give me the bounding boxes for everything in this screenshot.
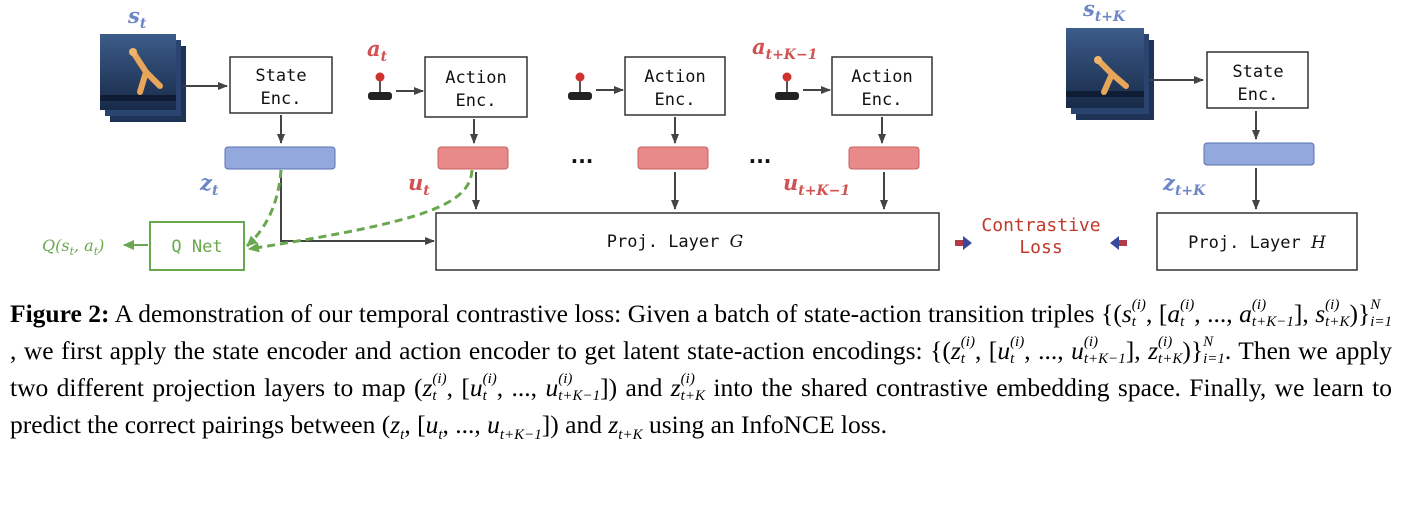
q-net-box: Q Net	[149, 221, 245, 271]
caption-part-7: using an InfoNCE loss.	[642, 410, 887, 440]
latent-u-2-bar	[637, 146, 709, 170]
projection-layer-g-box: Proj. Layer G	[435, 212, 940, 271]
svg-text:State: State	[255, 66, 306, 86]
u-tK1-label: ut+K−1	[783, 170, 850, 199]
q-output-label: Q(st, at)	[42, 236, 104, 258]
svg-text:Enc.: Enc.	[655, 90, 696, 110]
caption-part-2: , we first apply the state encoder and a…	[10, 336, 923, 366]
action-tK1-label: at+K−1	[752, 34, 817, 63]
caption-part-6: and	[558, 410, 609, 440]
caption-part-5: into the shared contrastive embedding sp…	[10, 373, 1393, 440]
caption-math-z-tk: zt+K	[608, 410, 643, 444]
caption-math-pair: (z (i) t, [u (i) t, ..., u (i) t+K−1])	[413, 371, 618, 405]
state-encoder-box: State Enc.	[229, 56, 333, 114]
state-encoder-box-right: State Enc.	[1206, 51, 1309, 109]
latent-z-tK-bar	[1203, 142, 1315, 166]
svg-text:Contrastive: Contrastive	[981, 215, 1100, 236]
svg-text:Action: Action	[445, 68, 506, 88]
svg-text:Proj. Layer G: Proj. Layer G	[607, 232, 743, 252]
state-image-stack-icon	[1066, 28, 1154, 120]
svg-text:Enc.: Enc.	[862, 90, 903, 110]
action-encoder-box-3: Action Enc.	[831, 56, 933, 116]
figure-label: Figure 2:	[10, 299, 110, 328]
joystick-icon	[775, 72, 799, 100]
figure-caption: Figure 2: A demonstration of our tempora…	[10, 296, 1392, 444]
z-t-label: zt	[199, 170, 219, 199]
caption-part-1: A demonstration of our temporal contrast…	[109, 299, 1095, 328]
svg-text:Enc.: Enc.	[261, 89, 302, 109]
caption-math-triples: {(s (i) t, [a (i) t, ..., a (i) t+K−1], s (i) t+…	[1101, 297, 1392, 331]
joystick-icon	[568, 72, 592, 100]
caption-part-3: . Then we apply two different projection…	[10, 336, 1393, 403]
svg-text:Proj. Layer H: Proj. Layer H	[1188, 233, 1327, 253]
u-t-label: ut	[408, 170, 430, 199]
svg-text:State: State	[1232, 62, 1283, 82]
caption-part-4: and	[617, 373, 671, 403]
action-encoder-box-2: Action Enc.	[624, 56, 726, 116]
ellipsis-2: ...	[749, 144, 772, 168]
svg-text:Q Net: Q Net	[171, 237, 222, 257]
svg-text:Enc.: Enc.	[1238, 85, 1279, 105]
action-encoder-box-1: Action Enc.	[424, 56, 528, 118]
ellipsis-1: ...	[571, 144, 594, 168]
action-t-label: at	[367, 36, 388, 65]
svg-text:Loss: Loss	[1019, 237, 1062, 258]
projection-layer-h-box: Proj. Layer H	[1156, 212, 1358, 271]
latent-u-t-bar	[437, 146, 509, 170]
caption-math-pairing: (zt, [ut, ..., ut+K−1])	[381, 410, 559, 444]
state-image-stack-icon	[100, 34, 186, 122]
latent-z-t-bar	[224, 146, 336, 170]
caption-math-target: z (i) t+K	[670, 371, 705, 405]
temporal-contrastive-diagram: st State Enc. zt at Action Enc. ut ... A…	[42, 0, 1358, 271]
svg-text:Enc.: Enc.	[456, 91, 497, 111]
arrow-icon	[955, 236, 972, 250]
caption-math-encodings: {(z (i) t, [u (i) t, ..., u (i) t+K−1], z (i) t+…	[930, 334, 1225, 368]
svg-text:Action: Action	[644, 67, 705, 87]
contrastive-loss-label: Contrastive Loss	[981, 215, 1100, 258]
state-t-label: st	[127, 3, 147, 32]
state-tK-label: st+K	[1082, 0, 1126, 25]
arrow-icon	[1110, 236, 1127, 250]
svg-text:Action: Action	[851, 67, 912, 87]
joystick-icon	[368, 72, 392, 100]
z-tK-label: zt+K	[1162, 170, 1206, 199]
latent-u-tK1-bar	[848, 146, 920, 170]
